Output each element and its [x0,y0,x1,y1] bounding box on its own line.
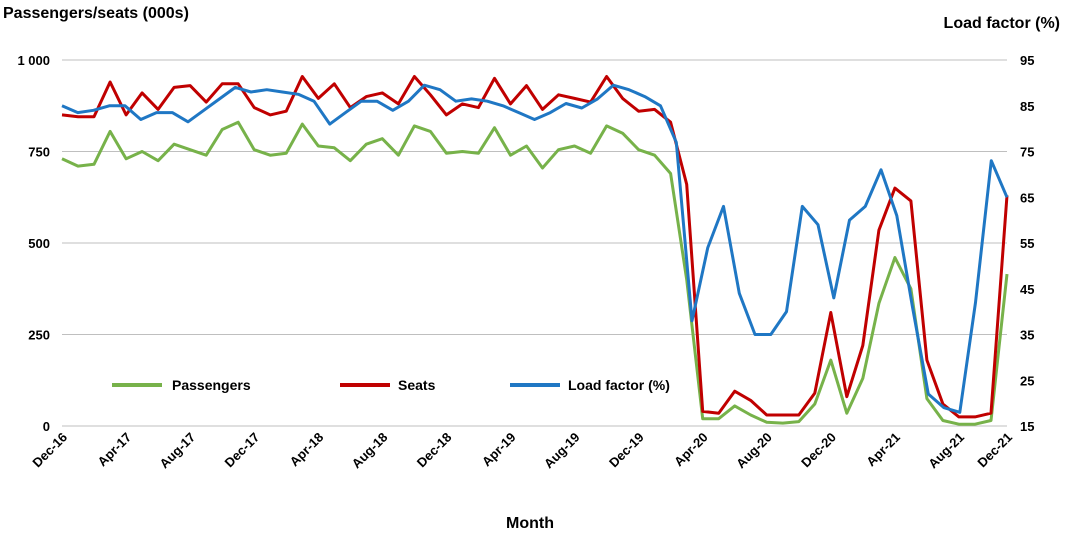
right-tick-label: 85 [1020,99,1034,114]
right-tick-label: 15 [1020,419,1034,434]
x-axis-title: Month [506,515,554,532]
x-tick-label: Dec-18 [414,430,455,471]
left-axis-title: Passengers/seats (000s) [3,5,189,22]
left-tick-label: 1 000 [17,53,50,68]
series-lines [61,75,1009,426]
x-tick-label: Aug-18 [349,430,391,472]
left-axis-ticks: 0 250 500 750 1 000 [17,53,50,434]
legend: Passengers Seats Load factor (%) [112,377,670,393]
right-axis-title: Load factor (%) [944,15,1060,32]
left-tick-label: 0 [43,419,50,434]
series-line-seats [61,75,1009,419]
x-tick-label: Apr-17 [94,430,134,470]
x-tick-label: Aug-17 [156,430,198,472]
right-tick-label: 95 [1020,53,1034,68]
right-tick-label: 65 [1020,190,1034,205]
x-tick-label: Dec-17 [222,430,263,471]
right-axis-ticks: 15 25 35 45 55 65 75 85 95 [1020,53,1034,434]
x-tick-label: Dec-21 [974,430,1015,471]
right-tick-label: 25 [1020,373,1034,388]
x-axis-ticks: Dec-16 Apr-17 Aug-17 Dec-17 Apr-18 Aug-18 Dec-… [29,430,1015,472]
right-tick-label: 75 [1020,145,1034,160]
series-line-passengers [61,120,1009,426]
legend-label-load-factor: Load factor (%) [568,377,670,393]
x-tick-label: Aug-20 [733,430,775,472]
series-line-load-factor [61,83,1009,414]
left-tick-label: 250 [28,328,50,343]
left-tick-label: 500 [28,236,50,251]
x-tick-label: Aug-21 [925,430,967,472]
right-tick-label: 45 [1020,282,1034,297]
x-tick-label: Apr-20 [671,430,711,470]
left-tick-label: 750 [28,145,50,160]
x-tick-label: Dec-20 [798,430,839,471]
right-tick-label: 35 [1020,328,1034,343]
x-tick-label: Dec-19 [606,430,647,471]
x-tick-label: Aug-19 [541,430,583,472]
x-tick-label: Apr-18 [287,430,327,470]
legend-label-passengers: Passengers [172,377,251,393]
gridlines [62,59,1007,427]
x-tick-label: Dec-16 [29,430,70,471]
x-tick-label: Apr-21 [863,430,903,470]
legend-label-seats: Seats [398,377,436,393]
right-tick-label: 55 [1020,236,1034,251]
x-tick-label: Apr-19 [479,430,519,470]
